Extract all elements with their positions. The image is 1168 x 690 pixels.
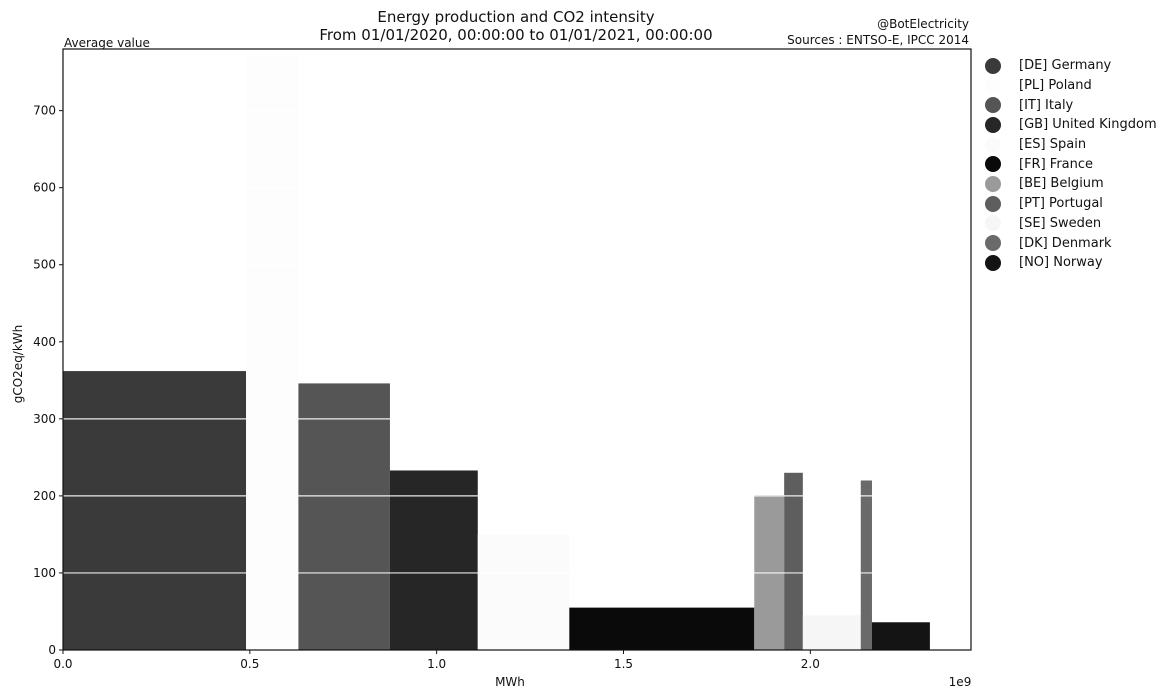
- x-tick-label: 0.0: [53, 657, 72, 671]
- legend: [DE] Germany [PL] Poland [IT] Italy [GB] Un…: [985, 56, 1157, 273]
- legend-item-no: [NO] Norway: [985, 253, 1157, 273]
- legend-item-be: [BE] Belgium: [985, 174, 1157, 194]
- y-axis-label: gCO2eq/kWh: [11, 325, 25, 404]
- legend-marker: [985, 254, 1001, 271]
- legend-label: [IT] Italy: [1019, 97, 1074, 113]
- bar-dk: [860, 480, 872, 650]
- x-scale-note: 1e9: [949, 675, 972, 689]
- y-tick-label: 600: [33, 181, 56, 195]
- legend-marker: [985, 156, 1001, 173]
- bar-pl: [246, 56, 299, 650]
- bar-es: [477, 534, 570, 650]
- x-tick-label: 1.0: [427, 657, 446, 671]
- bar-gb: [389, 470, 478, 650]
- chart-title: Energy production and CO2 intensity: [377, 8, 654, 26]
- y-tick-label: 400: [33, 335, 56, 349]
- legend-item-pl: [PL] Poland: [985, 76, 1157, 96]
- legend-label: [PL] Poland: [1019, 78, 1092, 94]
- y-tick-label: 300: [33, 412, 56, 426]
- x-axis-label: MWh: [495, 675, 525, 689]
- bar-it: [298, 383, 390, 650]
- bars-group: [63, 56, 930, 650]
- y-tick-label: 500: [33, 258, 56, 272]
- x-tick-label: 2.0: [801, 657, 820, 671]
- x-tick-label: 0.5: [240, 657, 259, 671]
- legend-marker: [985, 175, 1001, 192]
- legend-label: [NO] Norway: [1019, 255, 1103, 271]
- legend-item-it: [IT] Italy: [985, 95, 1157, 115]
- legend-marker: [985, 97, 1001, 114]
- x-tick-label: 1.5: [614, 657, 633, 671]
- bar-pt: [784, 472, 803, 650]
- legend-label: [GB] United Kingdom: [1019, 117, 1157, 133]
- y-tick-label: 0: [48, 643, 56, 657]
- legend-marker: [985, 77, 1001, 94]
- legend-marker: [985, 116, 1001, 133]
- legend-marker: [985, 136, 1001, 153]
- bar-de: [63, 371, 247, 650]
- legend-label: [BE] Belgium: [1019, 176, 1104, 192]
- legend-label: [DK] Denmark: [1019, 235, 1112, 251]
- legend-item-dk: [DK] Denmark: [985, 233, 1157, 253]
- y-tick-label: 200: [33, 489, 56, 503]
- legend-marker: [985, 57, 1001, 74]
- y-tick-label: 100: [33, 566, 56, 580]
- y-tick-label: 700: [33, 104, 56, 118]
- legend-item-pt: [PT] Portugal: [985, 194, 1157, 214]
- bar-se: [802, 615, 861, 650]
- x-axis-ticks: 0.0 0.5 1.0 1.5 2.0: [53, 650, 820, 671]
- legend-label: [SE] Sweden: [1019, 215, 1102, 231]
- legend-label: [PT] Portugal: [1019, 196, 1103, 212]
- bar-fr: [569, 607, 755, 650]
- sources-label: Sources : ENTSO-E, IPCC 2014: [787, 33, 969, 47]
- legend-item-es: [ES] Spain: [985, 135, 1157, 155]
- chart-subtitle: From 01/01/2020, 00:00:00 to 01/01/2021,…: [319, 26, 712, 44]
- legend-item-fr: [FR] France: [985, 154, 1157, 174]
- y-axis-ticks: 0 100 200 300 400 500 600 700: [33, 104, 63, 657]
- legend-label: [ES] Spain: [1019, 137, 1087, 153]
- legend-marker: [985, 235, 1001, 252]
- legend-label: [FR] France: [1019, 156, 1094, 172]
- legend-marker: [985, 215, 1001, 232]
- legend-item-gb: [GB] United Kingdom: [985, 115, 1157, 135]
- bar-no: [871, 622, 930, 650]
- legend-item-se: [SE] Sweden: [985, 214, 1157, 234]
- average-value-label: Average value: [64, 36, 150, 50]
- legend-label: [DE] Germany: [1019, 58, 1112, 74]
- legend-marker: [985, 195, 1001, 212]
- credit-label: @BotElectricity: [877, 17, 969, 31]
- legend-item-de: [DE] Germany: [985, 56, 1157, 76]
- plot-frame: [62, 48, 972, 651]
- grid-group: [63, 110, 971, 574]
